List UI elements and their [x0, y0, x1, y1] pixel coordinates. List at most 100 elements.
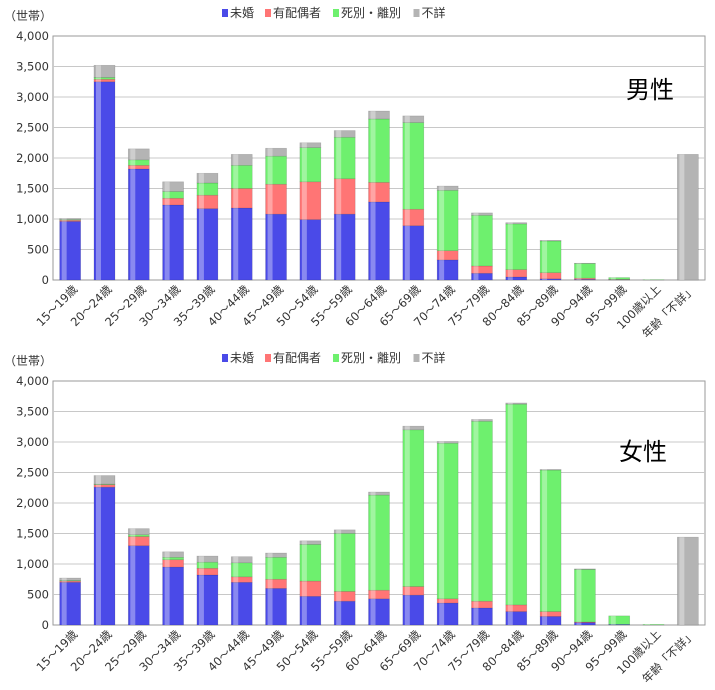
male-bar-unknown [505, 222, 528, 225]
female-bar-highlight [439, 598, 445, 604]
female-bar-highlight [95, 487, 101, 625]
female-y-tick-label: 1,500 [16, 527, 49, 541]
male-bar-highlight [61, 221, 67, 280]
male-bar-highlight [404, 122, 410, 210]
male-y-tick-label: 4,000 [16, 29, 49, 43]
female-bar-highlight [130, 545, 136, 625]
male-bar-highlight [61, 218, 67, 220]
male-bar-highlight [95, 77, 101, 80]
male-bar-highlight [267, 184, 273, 215]
female-legend-label-unmarried: 未婚 [230, 351, 254, 365]
male-bar-highlight [95, 79, 101, 82]
male-bar-highlight [61, 219, 67, 221]
female-bar-highlight [267, 553, 273, 558]
female-bar-highlight [233, 556, 239, 563]
male-bar-widowed [162, 191, 184, 199]
male-bar-highlight [336, 130, 342, 138]
female-bar-highlight [130, 536, 136, 546]
male-chart-title: 男性 [626, 76, 674, 104]
male-legend-label-married: 有配偶者 [273, 6, 321, 20]
female-bar-highlight [679, 537, 685, 625]
male-bar-highlight [336, 137, 342, 179]
male-bar-unknown [299, 142, 322, 148]
female-bar-unknown [436, 441, 459, 444]
female-bar-highlight [507, 404, 513, 605]
male-bar-highlight [95, 65, 101, 78]
female-y-tick-label: 2,500 [16, 466, 49, 480]
female-bar-highlight [233, 576, 239, 583]
female-y-tick-label: 2,000 [16, 496, 49, 510]
male-bar-highlight [439, 186, 445, 191]
male-y-tick-label: 2,000 [16, 151, 49, 165]
female-bar-highlight [95, 484, 101, 488]
female-bar-highlight [370, 495, 376, 591]
female-bar-unknown [402, 425, 425, 431]
female-bar-highlight [301, 544, 307, 582]
female-legend-label-unknown: 不詳 [422, 350, 446, 365]
female-bar-unknown [539, 469, 562, 471]
male-y-tick-label: 3,500 [16, 60, 49, 74]
female-bar-highlight [610, 615, 616, 625]
male-bar-highlight [610, 277, 616, 280]
female-bar-highlight [370, 492, 376, 496]
female-bar-highlight [336, 529, 342, 534]
female-bar-married [299, 580, 322, 597]
female-bar-highlight [542, 470, 548, 612]
male-bar-highlight [198, 208, 204, 280]
male-bar-highlight [370, 182, 376, 202]
male-bar-highlight [130, 168, 136, 280]
male-bar-highlight [439, 250, 445, 260]
male-bar-highlight [542, 278, 548, 280]
male-bar-highlight [576, 278, 582, 280]
female-bar-highlight [542, 611, 548, 617]
female-bar-highlight [507, 402, 513, 405]
male-bar-highlight [130, 165, 136, 169]
female-bar-highlight [61, 582, 67, 625]
male-y-tick-label: 500 [27, 243, 49, 257]
female-y-tick-label: 0 [42, 618, 49, 632]
female-bar-highlight [164, 559, 170, 568]
female-bar-highlight [61, 581, 67, 583]
female-bar-highlight [198, 562, 204, 569]
male-y-tick-label: 0 [42, 273, 49, 287]
female-bar-highlight [267, 588, 273, 625]
female-legend-swatch-married [265, 354, 271, 362]
male-bar-highlight [301, 142, 307, 148]
female-bar-highlight [198, 568, 204, 575]
male-bar-unknown [93, 64, 116, 78]
female-legend-label-married: 有配偶者 [273, 351, 321, 365]
male-household-chart: 0 500 1,000 1,500 2,000 2,500 3,000 3,500 4,000 （… [4, 5, 706, 341]
male-bar-highlight [473, 273, 479, 280]
male-bar-widowed [93, 77, 116, 80]
male-bar-highlight [61, 220, 67, 222]
female-chart-title: 女性 [619, 438, 667, 466]
male-bar-widowed [230, 165, 253, 189]
female-bar-unknown [162, 551, 184, 558]
female-y-tick-label: 3,000 [16, 435, 49, 449]
male-legend-label-widowed: 死別・離別 [341, 6, 401, 20]
male-bar-highlight [233, 165, 239, 189]
male-bar-widowed [608, 277, 631, 280]
female-bar-unknown [333, 529, 356, 534]
female-bar-highlight [301, 596, 307, 625]
female-bar-highlight [198, 556, 204, 563]
male-bar-unknown [230, 154, 253, 166]
male-bar-highlight [576, 279, 582, 280]
male-chart-svg: 0 500 1,000 1,500 2,000 2,500 3,000 3,500 4,000 （… [4, 5, 706, 341]
female-y-tick-label: 1,000 [16, 557, 49, 571]
female-y-tick-label: 500 [27, 588, 49, 602]
female-y-axis-unit: （世帯） [4, 354, 52, 368]
female-y-tick-label: 4,000 [16, 374, 49, 388]
female-legend-swatch-unknown [413, 354, 420, 362]
female-chart-svg: 0 500 1,000 1,500 2,000 2,500 3,000 3,500 4,000 （… [4, 350, 706, 686]
male-bar-highlight [576, 263, 582, 279]
female-bar-highlight [507, 611, 513, 625]
male-bar-highlight [198, 173, 204, 184]
male-legend-label-unmarried: 未婚 [230, 6, 254, 20]
female-bar-unknown [196, 555, 219, 563]
female-bar-highlight [576, 621, 582, 623]
female-bar-highlight [404, 426, 410, 430]
male-bar-highlight [164, 191, 170, 199]
female-bar-highlight [439, 441, 445, 444]
male-legend-swatch-unknown [413, 9, 420, 17]
